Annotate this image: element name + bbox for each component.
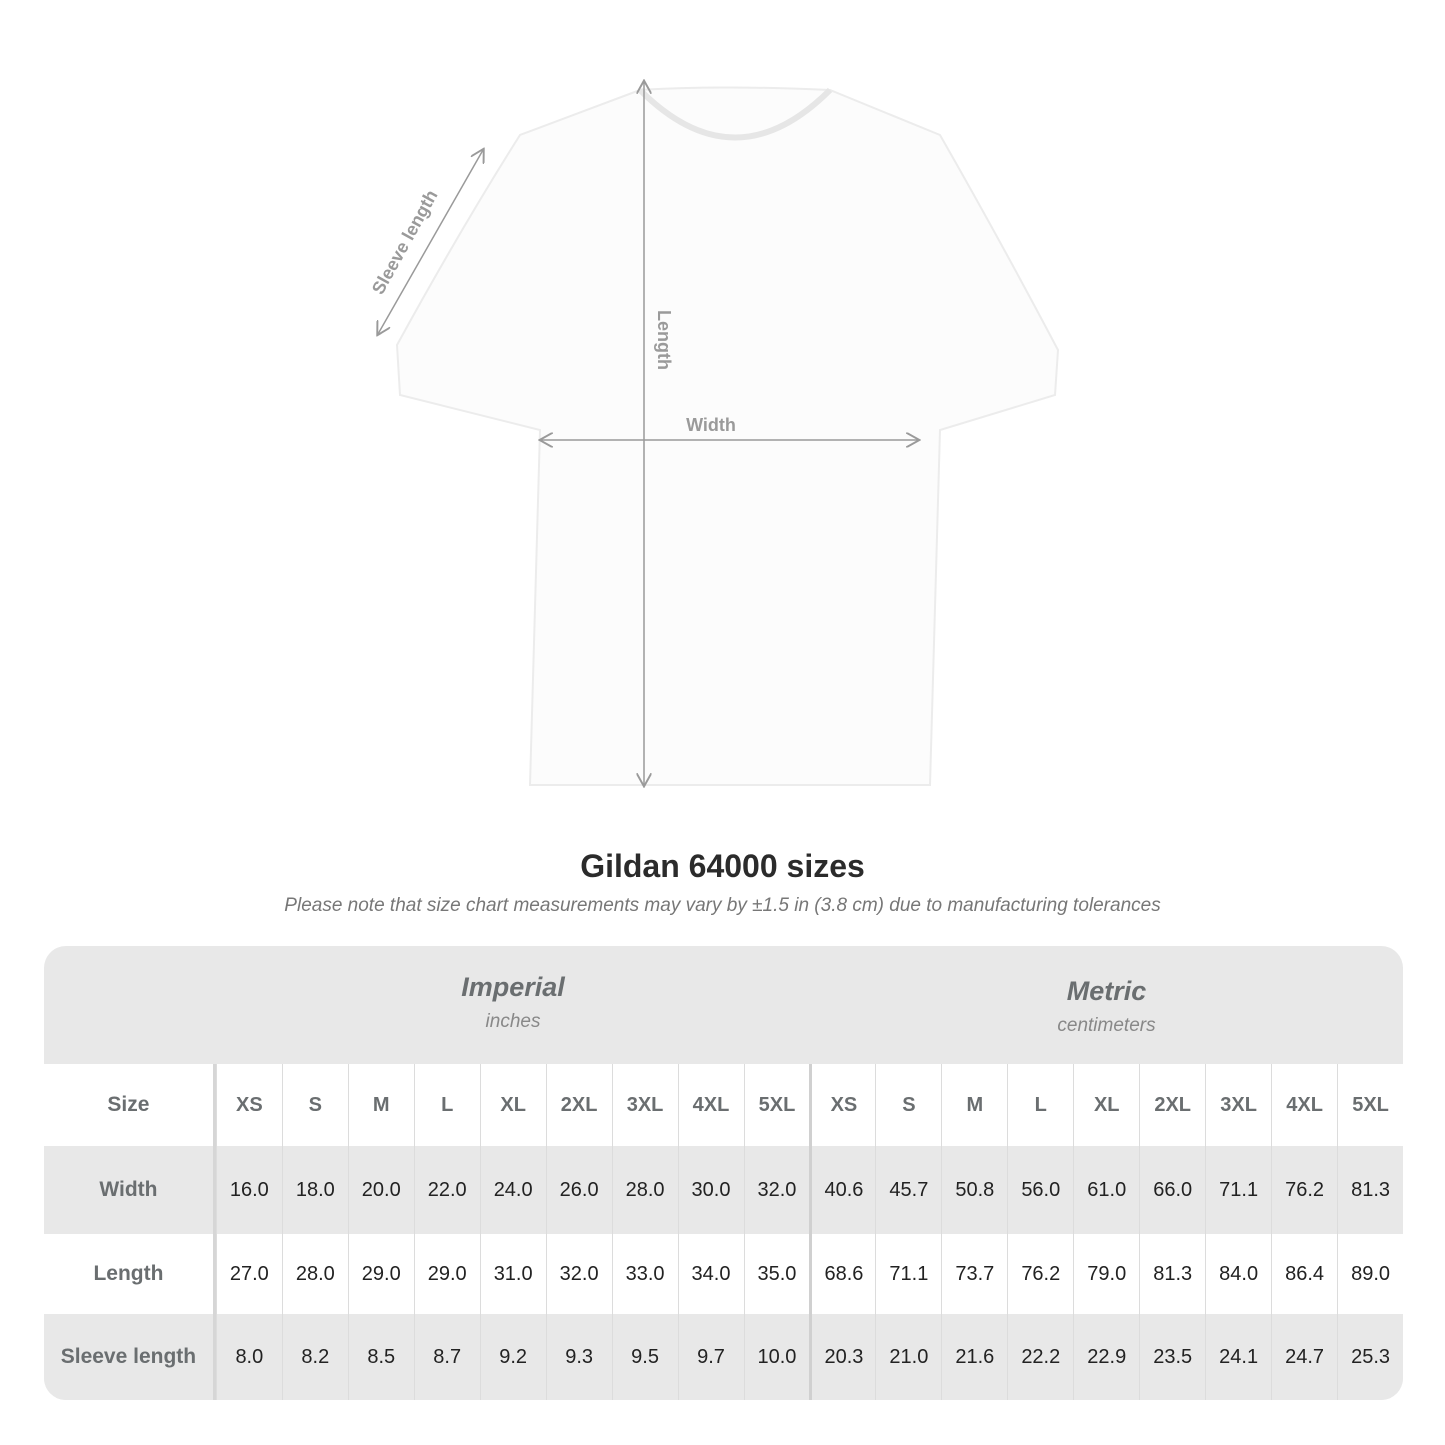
metric-cell: 22.2 — [1007, 1314, 1073, 1400]
metric-title: Metric — [1066, 976, 1147, 1006]
imperial-cell: 4XL — [677, 1064, 744, 1146]
chart-title: Gildan 64000 sizes — [580, 848, 865, 884]
imperial-cell: 28.0 — [281, 1234, 348, 1314]
imperial-cell: 33.0 — [611, 1234, 678, 1314]
row-label: Sleeve length — [44, 1314, 216, 1400]
metric-cell: 4XL — [1271, 1064, 1337, 1146]
tolerance-note: Please note that size chart measurements… — [284, 895, 1161, 916]
imperial-cell: 34.0 — [677, 1234, 744, 1314]
metric-cell: 2XL — [1139, 1064, 1205, 1146]
size-header-row: Size XS S M L XL 2XL 3XL 4XL 5XL XS S M L XL 2XL 3XL 4XL 5… — [44, 1064, 1403, 1146]
row-label: Width — [44, 1146, 216, 1234]
imperial-cell: 5XL — [743, 1064, 810, 1146]
metric-cell: 79.0 — [1073, 1234, 1139, 1314]
metric-header: Metric centimeters — [810, 946, 1403, 1064]
metric-cell: 25.3 — [1337, 1314, 1403, 1400]
imperial-cell: S — [281, 1064, 348, 1146]
imperial-unit: inches — [485, 1011, 541, 1032]
tshirt-diagram: Sleeve length Length Width — [368, 0, 1060, 830]
imperial-cell: 3XL — [611, 1064, 678, 1146]
imperial-cell: 32.0 — [545, 1234, 612, 1314]
row-label: Length — [44, 1234, 216, 1314]
metric-cell: 81.3 — [1337, 1146, 1403, 1234]
imperial-cell: 22.0 — [413, 1146, 480, 1234]
metric-cell: 3XL — [1205, 1064, 1271, 1146]
size-table: Imperial inches Metric centimeters Size X… — [44, 946, 1403, 1400]
imperial-cell: 8.5 — [347, 1314, 414, 1400]
imperial-cell: 9.3 — [545, 1314, 612, 1400]
metric-unit: centimeters — [1057, 1015, 1156, 1036]
metric-cell: 23.5 — [1139, 1314, 1205, 1400]
metric-cell: 5XL — [1337, 1064, 1403, 1146]
imperial-cell: L — [413, 1064, 480, 1146]
length-label: Length — [654, 310, 674, 370]
imperial-cell: 16.0 — [215, 1146, 282, 1234]
metric-cell: M — [941, 1064, 1007, 1146]
metric-cell: 24.1 — [1205, 1314, 1271, 1400]
imperial-cell: 10.0 — [743, 1314, 810, 1400]
metric-cell: 50.8 — [941, 1146, 1007, 1234]
metric-cell: 71.1 — [1205, 1146, 1271, 1234]
metric-cell: 68.6 — [809, 1234, 875, 1314]
imperial-cell: 26.0 — [545, 1146, 612, 1234]
imperial-cell: 8.0 — [215, 1314, 282, 1400]
imperial-cell: 8.2 — [281, 1314, 348, 1400]
metric-cell: 66.0 — [1139, 1146, 1205, 1234]
sleeve-arrow — [378, 150, 483, 334]
imperial-title: Imperial — [461, 972, 565, 1002]
metric-cell: 61.0 — [1073, 1146, 1139, 1234]
metric-cell: 89.0 — [1337, 1234, 1403, 1314]
metric-cell: L — [1007, 1064, 1073, 1146]
imperial-cell: 2XL — [545, 1064, 612, 1146]
metric-cell: 71.1 — [875, 1234, 941, 1314]
imperial-cell: 29.0 — [413, 1234, 480, 1314]
tshirt-shape — [395, 86, 1060, 786]
metric-cell: 21.0 — [875, 1314, 941, 1400]
imperial-header: Imperial inches — [216, 946, 810, 1064]
tshirt-collar — [637, 87, 833, 141]
metric-cell: S — [875, 1064, 941, 1146]
imperial-cell: 30.0 — [677, 1146, 744, 1234]
imperial-cell: 31.0 — [479, 1234, 546, 1314]
imperial-cell: 28.0 — [611, 1146, 678, 1234]
metric-cell: 84.0 — [1205, 1234, 1271, 1314]
table-row: Sleeve length 8.0 8.2 8.5 8.7 9.2 9.3 9.5 9.7 10.… — [44, 1314, 1403, 1400]
metric-cell: XL — [1073, 1064, 1139, 1146]
metric-cell: 76.2 — [1007, 1234, 1073, 1314]
metric-cell: 86.4 — [1271, 1234, 1337, 1314]
imperial-cell: 9.5 — [611, 1314, 678, 1400]
width-label: Width — [686, 415, 736, 435]
imperial-cell: XS — [215, 1064, 282, 1146]
imperial-cell: 32.0 — [743, 1146, 810, 1234]
imperial-cell: 24.0 — [479, 1146, 546, 1234]
imperial-cell: 9.7 — [677, 1314, 744, 1400]
imperial-cell: XL — [479, 1064, 546, 1146]
table-row: Length 27.0 28.0 29.0 29.0 31.0 32.0 33.0 34.0 35… — [44, 1234, 1403, 1314]
metric-cell: 45.7 — [875, 1146, 941, 1234]
imperial-cell: 27.0 — [215, 1234, 282, 1314]
imperial-cell: 35.0 — [743, 1234, 810, 1314]
metric-cell: 40.6 — [809, 1146, 875, 1234]
metric-cell: 56.0 — [1007, 1146, 1073, 1234]
row-label: Size — [44, 1064, 216, 1146]
imperial-cell: 8.7 — [413, 1314, 480, 1400]
metric-cell: 24.7 — [1271, 1314, 1337, 1400]
table-row: Width 16.0 18.0 20.0 22.0 24.0 26.0 28.0 30.0 32.… — [44, 1146, 1403, 1234]
imperial-cell: M — [347, 1064, 414, 1146]
metric-cell: 21.6 — [941, 1314, 1007, 1400]
imperial-cell: 20.0 — [347, 1146, 414, 1234]
metric-cell: 81.3 — [1139, 1234, 1205, 1314]
metric-cell: 76.2 — [1271, 1146, 1337, 1234]
imperial-cell: 9.2 — [479, 1314, 546, 1400]
imperial-cell: 29.0 — [347, 1234, 414, 1314]
metric-cell: 73.7 — [941, 1234, 1007, 1314]
metric-cell: 22.9 — [1073, 1314, 1139, 1400]
metric-cell: 20.3 — [809, 1314, 875, 1400]
imperial-cell: 18.0 — [281, 1146, 348, 1234]
metric-cell: XS — [809, 1064, 875, 1146]
